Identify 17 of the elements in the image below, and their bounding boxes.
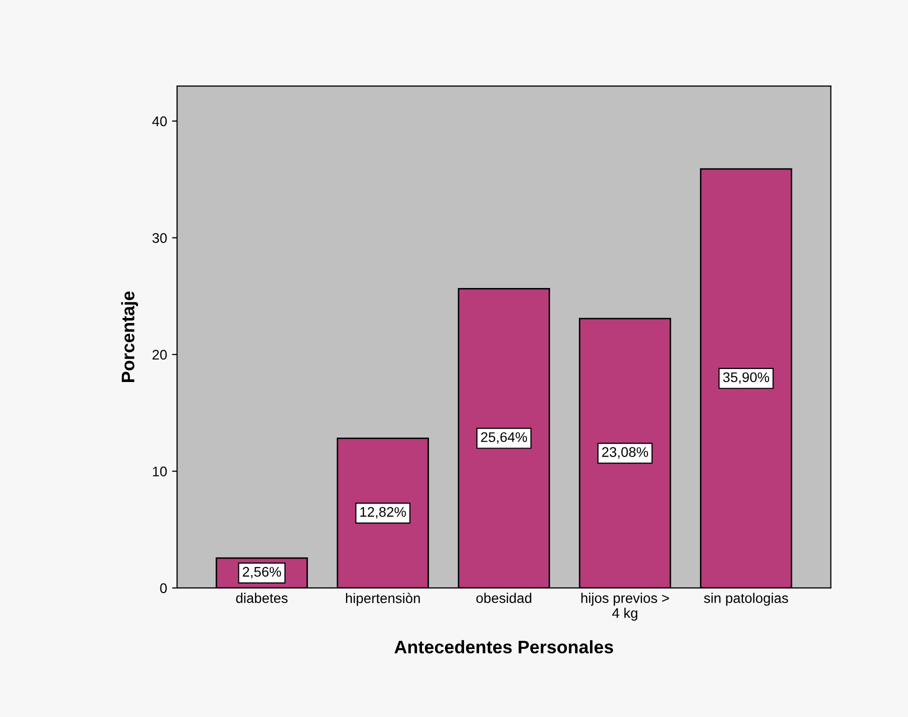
y-tick-label: 40 [152, 116, 167, 126]
data-label: 12,82% [360, 507, 406, 518]
x-tick-label: hipertensiòn [346, 592, 420, 606]
data-label: 25,64% [481, 432, 527, 444]
y-tick-label: 30 [152, 233, 167, 243]
y-tick-label: 0 [160, 583, 167, 594]
x-tick-label: sin patologias [704, 592, 788, 606]
x-tick-label: diabetes [236, 592, 288, 604]
x-tick-label: hijos previos > 4 kg [581, 592, 669, 621]
y-tick-label: 10 [152, 466, 167, 476]
data-label: 23,08% [602, 447, 648, 459]
y-axis-title: Porcentaje [121, 291, 138, 382]
data-label: 35,90% [723, 372, 770, 384]
x-axis-title: Antecedentes Personales [394, 640, 614, 654]
data-label: 2,56% [242, 566, 282, 578]
x-tick-label: obesidad [476, 592, 532, 604]
y-tick-label: 20 [152, 350, 167, 360]
